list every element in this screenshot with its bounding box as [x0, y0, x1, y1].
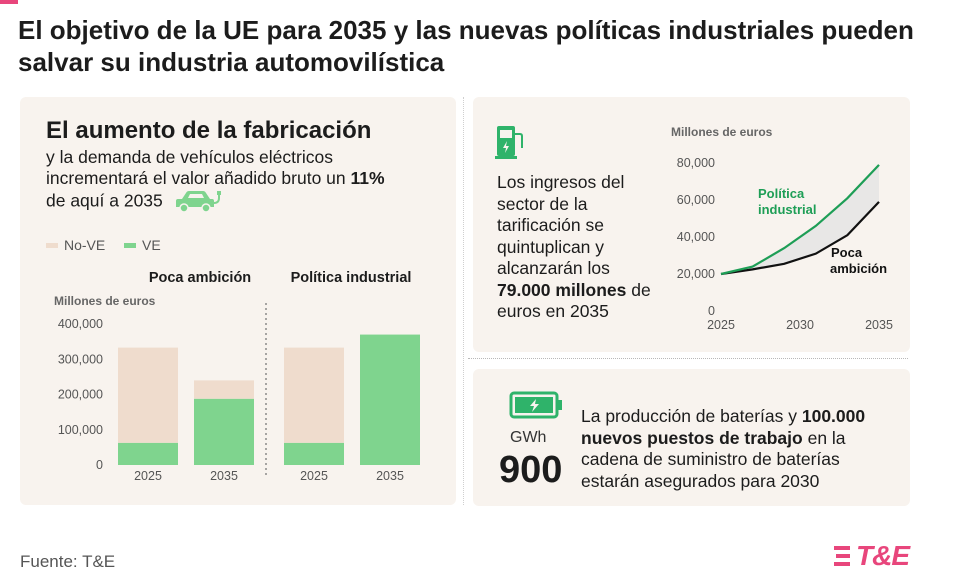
series-label-low-line-2: ambición — [830, 261, 887, 276]
charging-station-icon — [495, 126, 523, 159]
bar-segment-nove — [194, 380, 254, 399]
manufacturing-subtext: y la demanda de vehículos eléctricos inc… — [46, 147, 406, 215]
battery-icon — [509, 391, 562, 419]
battery-jobs-text: La producción de baterías y 100.000 nuev… — [581, 406, 901, 492]
battery-text-part-2: en la cadena de suministro de baterías e… — [581, 427, 846, 491]
top-accent-bar — [0, 0, 18, 4]
gva-bar-chart: Millones de euros 400,000 300,000 200,000 10… — [54, 270, 420, 483]
line-x-tick-label: 2035 — [865, 318, 893, 332]
legend-item-no-ve: No-VE — [46, 237, 105, 253]
bar-y-tick-label: 300,000 — [58, 352, 103, 366]
legend-swatch-no-ve — [46, 242, 58, 248]
bar-segment-ve — [118, 442, 178, 465]
legend-label-no-ve: No-VE — [64, 237, 106, 253]
bar-segment-nove — [118, 347, 178, 443]
manufacturing-heading: El aumento de la fabricación — [46, 117, 372, 144]
manufacturing-panel: El aumento de la fabricación y la demand… — [20, 97, 456, 505]
charging-text-part-2: de euros en 2035 — [497, 279, 651, 322]
gva-percentage: 11% — [350, 168, 385, 188]
line-unit-label: Millones de euros — [671, 125, 773, 139]
battery-jobs-count: 100.000 nuevos puestos de trabajo — [581, 406, 866, 448]
bar-unit-label: Millones de euros — [54, 294, 156, 308]
legend-swatch-ve — [124, 242, 136, 248]
series-label-low-line-1: Poca — [831, 245, 863, 260]
line-y-tick-label: 20,000 — [677, 267, 715, 281]
bar-x-tick-label: 2025 — [134, 469, 162, 483]
charging-text-part-1: Los ingresos del sector de la tarificaci… — [497, 172, 625, 278]
legend-label-ve: VE — [142, 237, 161, 253]
te-logo: T&E — [834, 540, 910, 572]
line-y-tick-label: 0 — [708, 304, 715, 318]
line-y-tick-label: 40,000 — [677, 230, 715, 244]
series-label-industrial: Política industrial — [758, 186, 817, 217]
horizontal-divider — [468, 358, 908, 359]
line-x-tick-label: 2030 — [786, 318, 814, 332]
source-note: Fuente: T&E — [20, 552, 116, 571]
battery-unit: GWh — [510, 429, 547, 446]
bar-y-tick-label: 200,000 — [58, 388, 103, 402]
bar-y-tick-label: 400,000 — [58, 317, 103, 331]
series-label-low-ambition: Poca ambición — [830, 245, 887, 276]
scenario-gap-area — [721, 164, 879, 274]
bar-segment-ve — [194, 398, 254, 465]
line-y-tick-label: 80,000 — [677, 156, 715, 170]
charging-panel: Los ingresos del sector de la tarificaci… — [473, 97, 910, 352]
page-title: El objetivo de la UE para 2035 y las nue… — [18, 15, 914, 77]
vertical-divider — [463, 97, 464, 505]
bar-group-title: Poca ambición — [149, 270, 251, 286]
bar-y-tick-label: 100,000 — [58, 423, 103, 437]
charging-revenue-line-chart: Millones de euros 80,000 60,000 40,000 20,00… — [671, 125, 893, 332]
battery-text-part-1: La producción de baterías y — [581, 406, 797, 426]
series-label-industrial-line-2: industrial — [758, 202, 817, 217]
charging-revenue-text: Los ingresos del sector de la tarificaci… — [497, 172, 662, 323]
bar-y-tick-label: 0 — [96, 458, 103, 472]
bar-segment-ve — [360, 334, 420, 465]
series-label-industrial-line-1: Política — [758, 186, 805, 201]
battery-panel: GWh 900 La producción de baterías y 100.… — [473, 369, 910, 506]
bar-group-title: Política industrial — [291, 270, 412, 286]
line-y-tick-label: 60,000 — [677, 193, 715, 207]
line-x-tick-label: 2025 — [707, 318, 735, 332]
line-industrial-policy — [720, 164, 880, 276]
subtext-part-2: de aquí a 2035 — [46, 190, 163, 211]
bar-x-tick-label: 2025 — [300, 469, 328, 483]
bar-segment-ve — [284, 442, 344, 465]
electric-car-icon — [175, 191, 221, 213]
bar-x-tick-label: 2035 — [210, 469, 238, 483]
charging-amount: 79.000 millones — [497, 279, 627, 300]
logo-mark-icon — [834, 546, 850, 566]
bar-segment-nove — [284, 347, 344, 443]
subtext-part-1: y la demanda de vehículos eléctricos inc… — [46, 147, 346, 188]
line-low-ambition — [720, 201, 880, 276]
bar-x-tick-label: 2035 — [376, 469, 404, 483]
battery-capacity-value: 900 — [499, 449, 563, 491]
logo-text: T&E — [856, 540, 910, 571]
legend-item-ve: VE — [124, 237, 161, 253]
